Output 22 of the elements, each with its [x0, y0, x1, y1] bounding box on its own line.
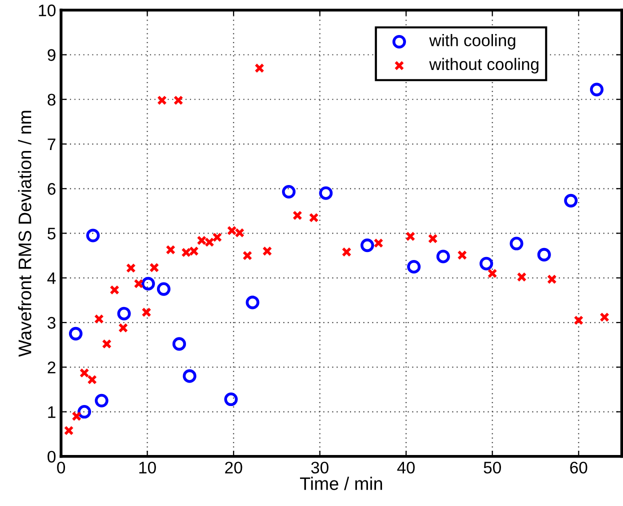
y-tick-label: 7: [48, 138, 56, 150]
y-tick-label: 3: [48, 316, 56, 329]
x-axis-title: Time / min: [300, 476, 382, 490]
legend-label: without cooling: [429, 58, 538, 74]
x-tick-label: 50: [484, 462, 501, 474]
y-tick-label: 9: [48, 49, 56, 61]
y-tick-label: 8: [48, 94, 56, 106]
legend-label: with cooling: [429, 34, 516, 50]
y-tick-label: 10: [38, 4, 56, 16]
x-tick-label: 30: [311, 462, 328, 474]
y-tick-label: 2: [48, 362, 56, 374]
y-tick-label: 0: [48, 450, 56, 463]
x-tick-label: 40: [397, 462, 415, 474]
y-axis-title: Wavefront RMS Deviation / nm: [18, 110, 32, 357]
y-tick-label: 1: [48, 406, 56, 418]
y-tick-label: 5: [48, 228, 56, 240]
x-tick-label: 0: [57, 462, 66, 474]
x-tick-label: 20: [225, 462, 242, 474]
y-tick-label: 4: [47, 272, 56, 284]
x-tick-label: 60: [570, 462, 588, 474]
y-tick-label: 6: [48, 183, 56, 195]
x-tick-label: 10: [139, 462, 156, 474]
